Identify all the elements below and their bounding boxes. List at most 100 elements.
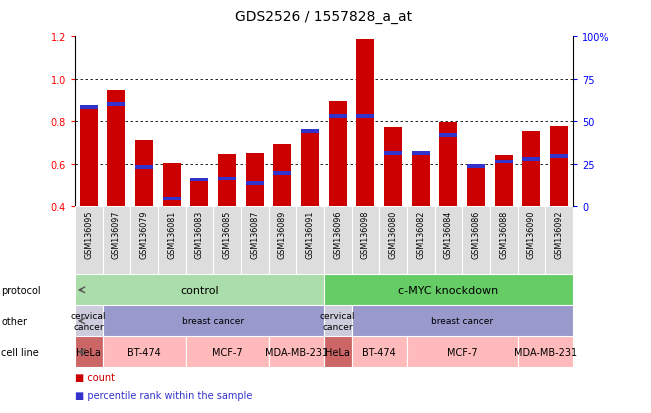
Text: GSM136096: GSM136096 xyxy=(333,210,342,258)
Text: ■ count: ■ count xyxy=(75,372,115,382)
Bar xyxy=(163,197,181,201)
Text: GSM136080: GSM136080 xyxy=(389,210,398,258)
Text: GSM136089: GSM136089 xyxy=(278,210,287,258)
FancyBboxPatch shape xyxy=(462,206,490,275)
Bar xyxy=(245,154,264,206)
Text: GSM136091: GSM136091 xyxy=(305,210,314,258)
Bar xyxy=(467,164,485,168)
Text: c-MYC knockdown: c-MYC knockdown xyxy=(398,285,499,295)
Text: GSM136095: GSM136095 xyxy=(84,210,93,258)
Bar xyxy=(329,115,347,119)
Bar xyxy=(384,152,402,155)
Text: MDA-MB-231: MDA-MB-231 xyxy=(265,347,327,357)
Text: HeLa: HeLa xyxy=(76,347,101,357)
Text: GSM136088: GSM136088 xyxy=(499,210,508,258)
FancyBboxPatch shape xyxy=(324,306,352,337)
FancyBboxPatch shape xyxy=(75,275,324,306)
Bar xyxy=(329,102,347,206)
FancyBboxPatch shape xyxy=(130,206,158,275)
Text: ■ percentile rank within the sample: ■ percentile rank within the sample xyxy=(75,390,252,400)
Bar xyxy=(356,115,374,119)
FancyBboxPatch shape xyxy=(518,206,545,275)
Text: breast cancer: breast cancer xyxy=(182,317,244,325)
Text: cervical
cancer: cervical cancer xyxy=(71,311,107,331)
Bar xyxy=(411,152,430,155)
FancyBboxPatch shape xyxy=(379,206,407,275)
FancyBboxPatch shape xyxy=(490,206,518,275)
Bar xyxy=(218,154,236,206)
Bar xyxy=(107,103,126,107)
FancyBboxPatch shape xyxy=(241,206,268,275)
FancyBboxPatch shape xyxy=(103,306,324,337)
Text: GSM136082: GSM136082 xyxy=(416,210,425,258)
FancyBboxPatch shape xyxy=(435,206,462,275)
Text: GSM136081: GSM136081 xyxy=(167,210,176,258)
Bar xyxy=(273,145,292,206)
FancyBboxPatch shape xyxy=(324,337,352,368)
Bar xyxy=(550,127,568,206)
Text: MCF-7: MCF-7 xyxy=(212,347,242,357)
Bar xyxy=(411,154,430,206)
FancyBboxPatch shape xyxy=(213,206,241,275)
Bar xyxy=(550,155,568,159)
Text: GSM136098: GSM136098 xyxy=(361,210,370,258)
Bar xyxy=(79,106,98,110)
Text: GSM136084: GSM136084 xyxy=(444,210,453,258)
FancyBboxPatch shape xyxy=(352,206,379,275)
Text: GSM136085: GSM136085 xyxy=(223,210,232,258)
Text: breast cancer: breast cancer xyxy=(431,317,493,325)
Bar xyxy=(163,163,181,206)
Text: GSM136097: GSM136097 xyxy=(112,210,121,258)
FancyBboxPatch shape xyxy=(324,206,352,275)
Text: GSM136079: GSM136079 xyxy=(139,210,148,258)
Bar xyxy=(107,91,126,206)
Text: protocol: protocol xyxy=(1,285,41,295)
FancyBboxPatch shape xyxy=(296,206,324,275)
Bar xyxy=(301,129,319,133)
Bar xyxy=(245,181,264,185)
FancyBboxPatch shape xyxy=(75,337,103,368)
Bar xyxy=(356,40,374,206)
FancyBboxPatch shape xyxy=(268,337,324,368)
Text: cell line: cell line xyxy=(1,347,39,357)
Text: control: control xyxy=(180,285,219,295)
FancyBboxPatch shape xyxy=(186,337,268,368)
Text: GSM136090: GSM136090 xyxy=(527,210,536,258)
FancyBboxPatch shape xyxy=(75,306,103,337)
Bar xyxy=(190,178,208,182)
Bar xyxy=(467,166,485,206)
FancyBboxPatch shape xyxy=(352,306,573,337)
FancyBboxPatch shape xyxy=(158,206,186,275)
Text: HeLa: HeLa xyxy=(326,347,350,357)
Bar xyxy=(218,177,236,181)
Bar xyxy=(190,180,208,206)
FancyBboxPatch shape xyxy=(186,206,213,275)
Bar xyxy=(439,123,458,206)
FancyBboxPatch shape xyxy=(518,337,573,368)
Bar xyxy=(135,141,153,206)
FancyBboxPatch shape xyxy=(103,337,186,368)
FancyBboxPatch shape xyxy=(268,206,296,275)
Bar xyxy=(495,160,513,164)
Text: GSM136083: GSM136083 xyxy=(195,210,204,258)
FancyBboxPatch shape xyxy=(407,337,518,368)
Bar xyxy=(135,166,153,169)
FancyBboxPatch shape xyxy=(324,275,573,306)
FancyBboxPatch shape xyxy=(103,206,130,275)
Bar xyxy=(273,172,292,176)
Text: MCF-7: MCF-7 xyxy=(447,347,478,357)
Bar xyxy=(384,128,402,206)
Text: MDA-MB-231: MDA-MB-231 xyxy=(514,347,577,357)
FancyBboxPatch shape xyxy=(545,206,573,275)
Text: other: other xyxy=(1,316,27,326)
Bar xyxy=(301,131,319,206)
Text: BT-474: BT-474 xyxy=(363,347,396,357)
FancyBboxPatch shape xyxy=(407,206,435,275)
FancyBboxPatch shape xyxy=(75,206,103,275)
Bar xyxy=(522,158,540,162)
Text: GSM136087: GSM136087 xyxy=(250,210,259,258)
Bar xyxy=(495,156,513,206)
Text: cervical
cancer: cervical cancer xyxy=(320,311,355,331)
Bar xyxy=(522,131,540,206)
Text: GDS2526 / 1557828_a_at: GDS2526 / 1557828_a_at xyxy=(235,9,413,24)
